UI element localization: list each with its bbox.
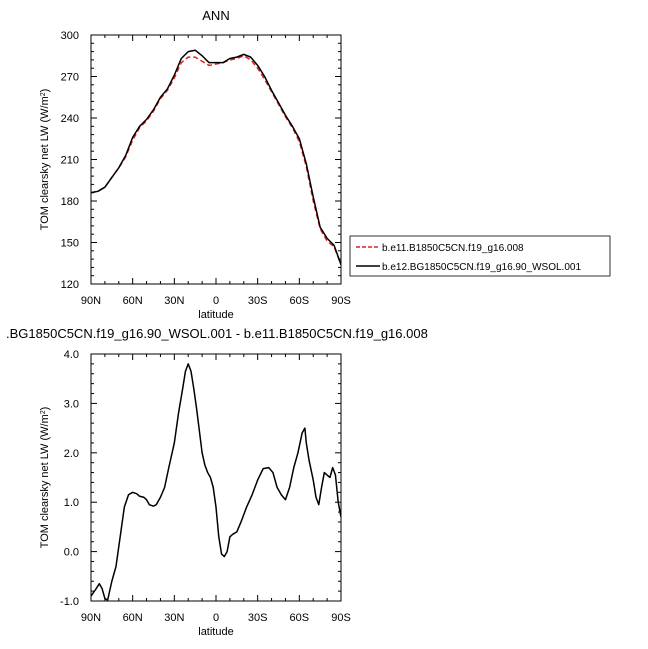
x-tick-label: 30N [164, 612, 184, 624]
y-tick-label: 4.0 [64, 349, 79, 361]
legend: b.e11.B1850C5CN.f19_g16.008 b.e12.BG1850C… [349, 235, 611, 277]
y-tick-label: 2.0 [64, 448, 79, 460]
series-line-1 [91, 55, 341, 265]
chart-panel-2: .BG1850C5CN.f19_g16.90_WSOL.001 - b.e11.… [6, 326, 428, 638]
series-group [91, 363, 341, 601]
x-tick-label: 0 [213, 295, 219, 307]
chart-title: ANN [202, 8, 229, 23]
x-tick-label: 90N [81, 295, 101, 307]
series-line-2 [91, 49, 341, 265]
y-tick-label: 120 [61, 279, 79, 291]
plot-frame [90, 353, 342, 602]
series-line-1 [91, 363, 341, 601]
series-group [91, 49, 341, 265]
y-tick-label: 3.0 [64, 398, 79, 410]
y-tick-label: 1.0 [64, 497, 79, 509]
x-tick-label: 0 [213, 612, 219, 624]
x-axis-label: latitude [198, 309, 233, 321]
x-tick-label: 30S [248, 612, 268, 624]
y-tick-label: 270 [61, 72, 79, 84]
y-tick-label: 0.0 [64, 547, 79, 559]
y-axis-label: TOM clearsky net LW (W/m2) [39, 407, 51, 549]
y-tick-label: 240 [61, 113, 79, 125]
x-tick-label: 30N [164, 295, 184, 307]
legend-label: b.e12.BG1850C5CN.f19_g16.90_WSOL.001 [382, 262, 581, 273]
chart-panel-1: ANN 90N 60N 30N 0 30S 60S 90S 120 150 180 210 240 270… [39, 8, 611, 321]
y-axis-label: TOM clearsky net LW (W/m2) [39, 89, 51, 231]
x-tick-label: 60N [123, 612, 143, 624]
chart-title: .BG1850C5CN.f19_g16.90_WSOL.001 - b.e11.… [6, 326, 428, 341]
x-tick-label: 60S [290, 295, 310, 307]
legend-box [349, 235, 611, 277]
x-tick-label: 60N [123, 295, 143, 307]
y-tick-label: 150 [61, 238, 79, 250]
y-tick-label: -1.0 [60, 596, 79, 608]
x-axis-label: latitude [198, 626, 233, 638]
plot-frame [90, 34, 342, 285]
x-tick-label: 30S [248, 295, 268, 307]
x-tick-label: 90N [81, 612, 101, 624]
legend-label: b.e11.B1850C5CN.f19_g16.008 [382, 243, 524, 254]
y-tick-label: 300 [61, 30, 79, 42]
y-tick-label: 210 [61, 155, 79, 167]
x-tick-label: 90S [331, 295, 351, 307]
x-tick-label: 90S [331, 612, 351, 624]
y-tick-label: 180 [61, 196, 79, 208]
x-tick-label: 60S [290, 612, 310, 624]
